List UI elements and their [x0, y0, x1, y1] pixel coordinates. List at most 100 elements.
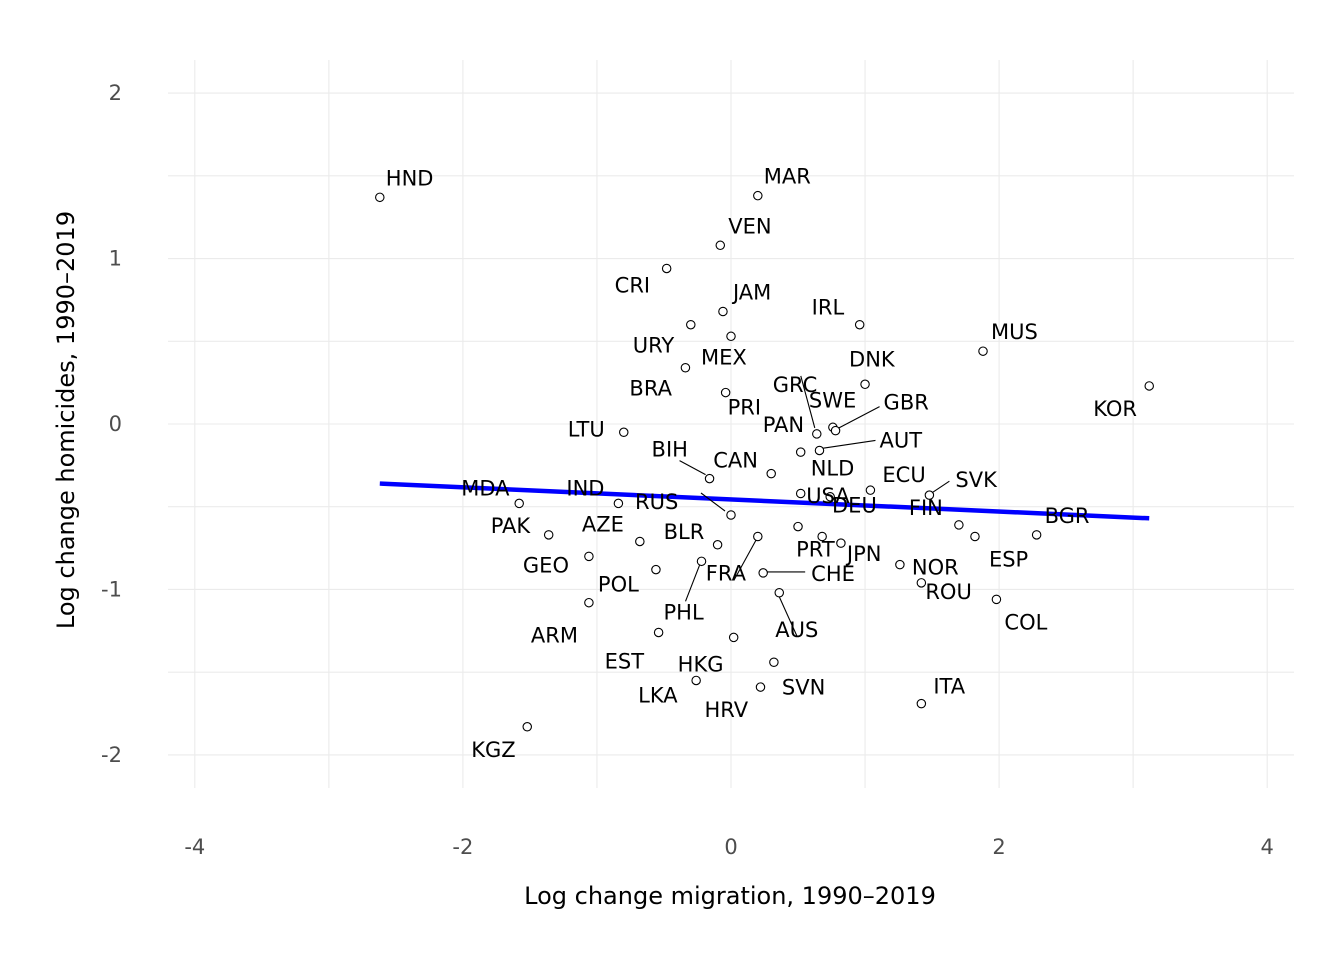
leader-line — [931, 480, 950, 494]
trend-line — [379, 481, 1150, 521]
leader-line — [821, 439, 876, 450]
point-label: ECU — [882, 463, 925, 487]
point-label: HND — [386, 166, 434, 190]
data-point — [753, 531, 763, 542]
point-label: JAM — [731, 280, 771, 304]
point-label: EST — [605, 649, 645, 673]
point-label: CAN — [713, 449, 758, 473]
data-point — [954, 520, 964, 530]
point-label: BLR — [664, 520, 705, 544]
leader-line — [679, 460, 706, 476]
data-point — [584, 597, 594, 608]
point-label: NLD — [811, 456, 855, 480]
data-point — [1144, 381, 1154, 391]
data-point — [766, 468, 776, 479]
point-label: CHE — [811, 562, 855, 586]
point-label: FIN — [909, 496, 943, 520]
point-label: PAK — [491, 514, 532, 538]
data-point — [860, 379, 870, 390]
point-label: LTU — [568, 417, 605, 441]
y-tick-label: 0 — [109, 412, 122, 436]
data-point — [726, 331, 736, 342]
data-point — [793, 521, 803, 532]
data-points — [375, 190, 1154, 732]
point-label: GEO — [523, 553, 569, 577]
point-label: USA — [806, 484, 850, 508]
data-point — [584, 551, 594, 562]
data-point — [753, 190, 763, 201]
data-point — [522, 722, 532, 732]
point-label: KOR — [1093, 397, 1137, 421]
label-leader-lines — [679, 375, 950, 637]
data-point — [635, 536, 645, 547]
data-point — [651, 564, 661, 575]
data-point — [613, 498, 624, 509]
point-label: RUS — [635, 490, 678, 514]
data-point — [836, 538, 846, 548]
data-point — [720, 387, 731, 398]
point-label: GBR — [884, 391, 929, 415]
data-point — [916, 578, 927, 588]
data-point — [817, 531, 827, 542]
data-point — [755, 682, 766, 692]
leader-line — [700, 492, 726, 512]
data-point — [895, 559, 905, 570]
data-point — [680, 362, 691, 373]
point-label: KGZ — [471, 738, 515, 762]
point-label: CRI — [615, 273, 650, 297]
data-point — [758, 568, 768, 578]
data-point — [619, 427, 629, 438]
point-label: FRA — [706, 562, 747, 586]
data-point — [991, 594, 1002, 605]
data-point — [769, 657, 779, 668]
point-label: AUS — [775, 618, 818, 642]
leader-line — [778, 596, 798, 637]
data-point — [696, 556, 707, 567]
data-point — [686, 319, 696, 330]
point-label: PHL — [664, 600, 704, 624]
y-tick-label: -2 — [101, 743, 122, 767]
point-label: AUT — [879, 428, 922, 452]
point-label: ESP — [989, 548, 1028, 572]
data-point — [924, 490, 935, 500]
data-point — [825, 492, 835, 502]
point-label: LKA — [638, 683, 678, 707]
data-point — [728, 632, 739, 643]
point-label: SWE — [809, 388, 856, 412]
y-tick-label: -1 — [101, 577, 122, 601]
data-point — [661, 263, 672, 274]
data-point — [514, 498, 524, 509]
point-label: BGR — [1045, 504, 1090, 528]
point-label: ROU — [925, 580, 972, 604]
data-point — [916, 698, 927, 709]
data-point — [854, 319, 865, 330]
data-point — [1031, 530, 1042, 540]
data-point — [691, 675, 701, 686]
data-point — [795, 447, 806, 457]
data-point — [704, 473, 715, 484]
point-label: SVN — [782, 675, 825, 699]
point-label: PRT — [796, 538, 835, 562]
point-label: HKG — [678, 652, 724, 676]
point-label: MAR — [764, 165, 811, 189]
point-label: ARM — [531, 624, 578, 648]
grid-lines — [168, 60, 1294, 788]
point-label: HRV — [704, 698, 748, 722]
point-label: PAN — [763, 413, 804, 437]
point-label: NOR — [912, 556, 959, 580]
data-point — [978, 346, 988, 356]
point-label: DEU — [832, 494, 877, 518]
trend-line-group — [379, 481, 1150, 521]
data-point — [812, 429, 822, 439]
data-point — [774, 588, 785, 598]
data-point — [726, 510, 736, 520]
leader-line — [800, 375, 816, 429]
data-point — [712, 540, 723, 550]
data-point — [830, 425, 841, 436]
x-tick-label: -4 — [184, 835, 205, 859]
point-label: DNK — [849, 347, 896, 371]
data-point — [718, 306, 728, 317]
point-label: JPN — [845, 542, 882, 566]
point-label: AZE — [582, 512, 624, 536]
